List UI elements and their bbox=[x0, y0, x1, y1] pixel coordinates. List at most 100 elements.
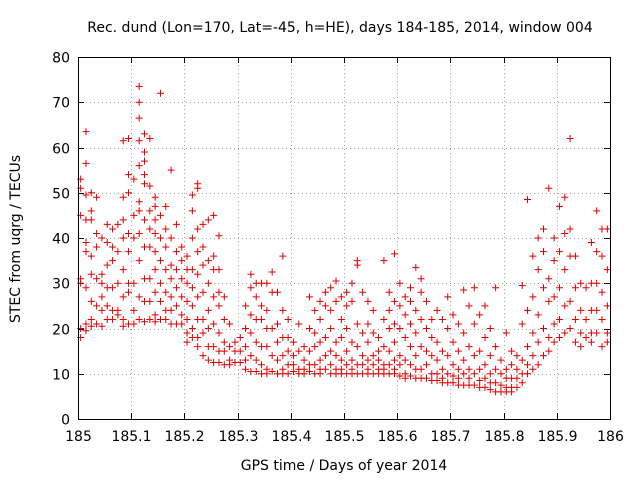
data-point bbox=[444, 352, 452, 360]
data-point bbox=[130, 320, 138, 328]
data-point bbox=[449, 361, 457, 369]
data-point bbox=[82, 159, 90, 167]
data-point bbox=[508, 347, 516, 355]
data-point bbox=[199, 220, 207, 228]
data-point bbox=[534, 266, 542, 274]
data-points bbox=[77, 82, 611, 396]
data-point bbox=[210, 293, 218, 301]
data-point bbox=[109, 225, 117, 233]
data-point bbox=[417, 288, 425, 296]
x-tick-label: 185.5 bbox=[324, 429, 364, 445]
data-point bbox=[513, 374, 521, 382]
data-point bbox=[268, 268, 276, 276]
data-point bbox=[119, 234, 127, 242]
data-point bbox=[422, 347, 430, 355]
data-point bbox=[566, 297, 574, 305]
data-point bbox=[114, 311, 122, 319]
data-point bbox=[194, 334, 202, 342]
data-point bbox=[156, 297, 164, 305]
data-point bbox=[603, 225, 611, 233]
data-point bbox=[444, 370, 452, 378]
data-point bbox=[210, 343, 218, 351]
data-point bbox=[289, 338, 297, 346]
data-point bbox=[492, 284, 500, 292]
data-point bbox=[513, 352, 521, 360]
data-point bbox=[603, 329, 611, 337]
data-point bbox=[327, 325, 335, 332]
data-point bbox=[188, 284, 196, 292]
data-point bbox=[220, 338, 228, 346]
data-point bbox=[242, 343, 250, 351]
data-point bbox=[524, 370, 532, 378]
y-tick-label: 50 bbox=[52, 187, 70, 203]
data-point bbox=[396, 325, 404, 332]
data-point bbox=[311, 329, 319, 337]
y-tick-label: 20 bbox=[52, 323, 70, 339]
chart-title: Rec. dund (Lon=170, Lat=-45, h=HE), days… bbox=[87, 20, 593, 36]
data-point bbox=[417, 343, 425, 351]
data-point bbox=[156, 89, 164, 97]
data-point bbox=[492, 379, 500, 387]
data-point bbox=[407, 372, 414, 380]
y-tick-label: 30 bbox=[52, 277, 70, 293]
data-point bbox=[252, 293, 260, 301]
data-point bbox=[545, 347, 553, 355]
x-tick-label: 185.6 bbox=[377, 429, 417, 445]
data-point bbox=[327, 347, 335, 355]
data-point bbox=[194, 184, 202, 192]
data-point bbox=[603, 266, 611, 274]
data-point bbox=[454, 374, 462, 382]
data-point bbox=[332, 352, 340, 360]
data-point bbox=[183, 329, 191, 337]
data-point bbox=[353, 320, 361, 328]
data-point bbox=[593, 248, 601, 256]
data-point bbox=[513, 365, 521, 373]
data-point bbox=[449, 379, 457, 387]
data-point bbox=[87, 189, 95, 197]
data-point bbox=[183, 252, 191, 260]
data-point bbox=[529, 365, 537, 373]
data-point bbox=[497, 356, 505, 364]
data-point bbox=[156, 279, 164, 287]
data-point bbox=[135, 315, 143, 323]
data-point bbox=[603, 338, 611, 346]
data-point bbox=[486, 325, 494, 332]
data-point bbox=[316, 370, 324, 378]
data-point bbox=[247, 284, 255, 292]
data-point bbox=[188, 302, 196, 310]
data-point bbox=[540, 248, 547, 256]
data-point bbox=[295, 320, 303, 328]
data-point bbox=[321, 288, 329, 296]
data-point bbox=[178, 275, 186, 283]
data-point bbox=[130, 234, 138, 242]
data-point bbox=[433, 370, 441, 378]
data-point bbox=[343, 325, 351, 332]
data-point bbox=[146, 134, 154, 142]
data-point bbox=[300, 370, 308, 378]
data-point bbox=[337, 315, 345, 323]
data-point bbox=[497, 370, 505, 378]
data-point bbox=[385, 288, 393, 296]
data-point bbox=[167, 166, 175, 174]
data-point bbox=[540, 352, 547, 360]
data-point bbox=[454, 320, 462, 328]
data-point bbox=[242, 356, 250, 364]
data-point bbox=[369, 306, 377, 314]
data-point bbox=[98, 322, 106, 330]
data-point bbox=[593, 279, 601, 287]
data-point bbox=[337, 356, 345, 364]
data-point bbox=[167, 275, 175, 283]
data-point bbox=[215, 288, 223, 296]
data-point bbox=[502, 329, 510, 337]
data-point bbox=[274, 320, 281, 328]
data-point bbox=[492, 365, 500, 373]
data-point bbox=[417, 275, 425, 283]
data-point bbox=[167, 234, 175, 242]
data-point bbox=[215, 266, 223, 274]
data-point bbox=[449, 372, 457, 380]
data-point bbox=[449, 338, 457, 346]
data-point bbox=[305, 325, 313, 332]
x-tick-label: 185.3 bbox=[218, 429, 258, 445]
data-point bbox=[141, 180, 148, 188]
data-point bbox=[465, 343, 473, 351]
